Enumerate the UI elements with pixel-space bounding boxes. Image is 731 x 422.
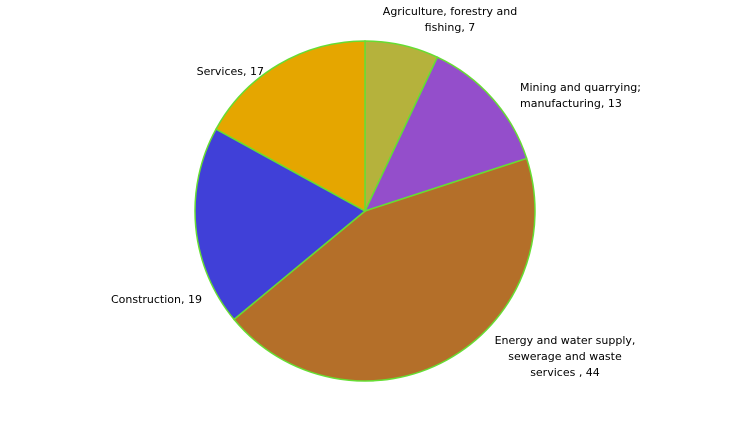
slice-label-line: Construction, 19 [111, 293, 202, 306]
slice-label-3: Construction, 19 [111, 293, 202, 306]
slice-label-line: Energy and water supply, [495, 334, 636, 347]
slice-label-line: manufacturing, 13 [520, 97, 622, 110]
slice-label-2: Energy and water supply, sewerage and was… [495, 334, 636, 379]
slice-label-line: Agriculture, forestry and [383, 5, 517, 18]
pie-labels: Agriculture, forestry and fishing, 7 Minin… [111, 5, 641, 379]
pie-slice-1 [363, 56, 528, 213]
slice-label-line: fishing, 7 [425, 21, 476, 34]
pie-slice-4 [215, 40, 366, 213]
pie-slices [194, 40, 536, 382]
slice-label-line: services , 44 [530, 366, 600, 379]
slice-label-line: Mining and quarrying; [520, 81, 641, 94]
slice-label-line: sewerage and waste [508, 350, 622, 363]
slice-label-0: Agriculture, forestry and fishing, 7 [383, 5, 517, 34]
slice-label-1: Mining and quarrying; manufacturing, 13 [520, 81, 641, 110]
slice-label-line: Services, 17 [197, 65, 264, 78]
slice-label-4: Services, 17 [197, 65, 264, 78]
pie-slice-2 [232, 157, 536, 382]
pie-slice-3 [194, 128, 367, 321]
